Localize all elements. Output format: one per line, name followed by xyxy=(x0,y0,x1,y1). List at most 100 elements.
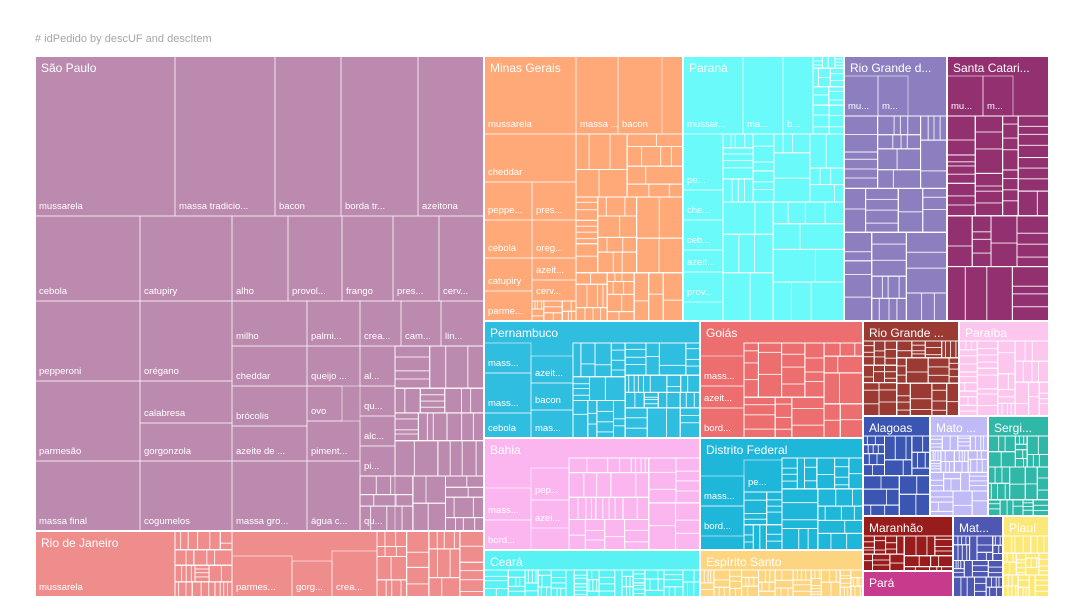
item-label-bahia-2: azei... xyxy=(535,513,560,524)
group-label-espirito-santo: Espírito Santo xyxy=(706,555,782,569)
item-label-sao-paulo-6: catupiry xyxy=(144,286,178,297)
group-minas-gerais[interactable]: Minas Gerais mussarela massa ... bacon chedd… xyxy=(483,56,684,322)
item-label-minas-gerais-5: pres... xyxy=(536,205,562,216)
group-label-ceara: Ceará xyxy=(490,555,523,569)
item-label-sao-paulo-13: orégano xyxy=(144,366,179,377)
group-alagoas[interactable]: Alagoas xyxy=(862,415,931,517)
group-rect-sao-paulo[interactable] xyxy=(35,56,485,532)
item-label-pernambuco-2: mass... xyxy=(488,398,519,409)
item-label-sao-paulo-22: al... xyxy=(364,371,379,382)
item-label-sao-paulo-16: crea... xyxy=(364,331,390,342)
group-label-bahia: Bahia xyxy=(490,443,521,457)
group-label-alagoas: Alagoas xyxy=(869,421,912,435)
group-rio-de-janeiro[interactable]: Rio de Janeiro mussarela parmes... gorg... c… xyxy=(35,530,485,597)
item-label-sao-paulo-30: azeite de ... xyxy=(236,446,285,457)
item-label-distrito-federal-0: pe... xyxy=(748,477,767,488)
item-label-sao-paulo-32: pi... xyxy=(364,461,379,472)
item-label-sao-paulo-0: mussarela xyxy=(39,201,84,212)
group-label-maranhao: Maranhão xyxy=(869,521,923,535)
item-label-minas-gerais-11: parme... xyxy=(488,306,523,317)
item-label-pernambuco-1: azeit... xyxy=(535,368,563,379)
item-label-sao-paulo-18: lin... xyxy=(445,331,462,342)
group-bahia[interactable]: Bahia pep... mass... azei... bord... xyxy=(483,437,701,551)
item-label-sao-paulo-15: palmi... xyxy=(311,331,342,342)
item-label-goias-1: azeit... xyxy=(704,393,732,404)
item-label-sao-paulo-37: qu... xyxy=(364,516,383,527)
group-label-mato: Mato ... xyxy=(936,421,976,435)
group-label-santa-catari: Santa Catari... xyxy=(953,61,1030,75)
item-label-sao-paulo-12: pepperoni xyxy=(39,366,81,377)
group-rect-santa-catari[interactable] xyxy=(946,56,1049,322)
group-label-goias: Goiás xyxy=(706,326,737,340)
item-label-pernambuco-5: mas... xyxy=(535,423,561,434)
item-label-sao-paulo-23: parmesão xyxy=(39,446,81,457)
group-paraiba[interactable]: Paraíba xyxy=(958,320,1049,417)
item-label-sao-paulo-14: milho xyxy=(236,331,259,342)
item-label-minas-gerais-4: peppe... xyxy=(488,205,522,216)
item-label-sao-paulo-34: cogumelos xyxy=(144,516,190,527)
item-label-minas-gerais-7: oreg... xyxy=(536,243,563,254)
item-label-sao-paulo-36: água c... xyxy=(311,516,347,527)
group-rect-bahia[interactable] xyxy=(483,437,701,551)
item-label-goias-2: bord... xyxy=(704,423,731,434)
treemap-chart: São Paulo mussarela massa tradicio... bacon… xyxy=(35,56,1049,597)
group-rect-parana[interactable] xyxy=(682,56,845,322)
item-label-parana-3: pe... xyxy=(687,175,706,186)
group-para[interactable]: Pará xyxy=(862,570,954,597)
item-label-sao-paulo-33: massa final xyxy=(39,516,87,527)
item-label-pernambuco-0: mass... xyxy=(488,358,519,369)
group-label-rio-grande-d: Rio Grande d... xyxy=(850,61,931,75)
group-label-para: Pará xyxy=(869,576,895,590)
item-label-rio-grande-d-0: mu... xyxy=(848,101,869,112)
group-parana[interactable]: Paraná mussar... ma... b... pe... che... ceb..… xyxy=(682,56,845,322)
group-label-mat: Mat... xyxy=(959,521,989,535)
item-label-minas-gerais-0: mussarela xyxy=(488,119,533,130)
item-label-parana-2: b... xyxy=(787,119,800,130)
item-label-pernambuco-3: bacon xyxy=(535,395,561,406)
item-label-sao-paulo-1: massa tradicio... xyxy=(179,201,248,212)
item-label-sao-paulo-17: cam... xyxy=(405,331,431,342)
group-rio-grande[interactable]: Rio Grande ... xyxy=(862,320,960,417)
item-label-bahia-1: mass... xyxy=(488,505,519,516)
item-label-pernambuco-4: cebola xyxy=(488,423,517,434)
item-label-sao-paulo-2: bacon xyxy=(279,201,305,212)
group-rect-para[interactable] xyxy=(862,570,954,597)
item-label-sao-paulo-9: frango xyxy=(346,286,373,297)
group-label-pernambuco: Pernambuco xyxy=(490,326,558,340)
item-label-rio-grande-d-1: m... xyxy=(882,101,898,112)
item-label-parana-1: ma... xyxy=(747,119,768,130)
item-label-minas-gerais-1: massa ... xyxy=(580,119,619,130)
item-label-minas-gerais-9: azeit... xyxy=(536,265,564,276)
item-label-distrito-federal-2: bord... xyxy=(704,521,731,532)
item-label-sao-paulo-35: massa gro... xyxy=(236,516,288,527)
item-label-sao-paulo-3: borda tr... xyxy=(345,201,385,212)
group-label-piaui: Piauí xyxy=(1009,521,1037,535)
item-label-rio-de-janeiro-0: mussarela xyxy=(39,582,84,593)
group-rect-rio-de-janeiro[interactable] xyxy=(35,530,485,597)
item-label-distrito-federal-1: mass... xyxy=(704,491,735,502)
item-label-sao-paulo-10: pres... xyxy=(397,286,423,297)
item-label-parana-0: mussar... xyxy=(687,119,726,130)
item-label-sao-paulo-27: gorgonzola xyxy=(144,446,192,457)
item-label-rio-de-janeiro-1: parmes... xyxy=(236,582,276,593)
item-label-sao-paulo-24: brócolis xyxy=(236,411,269,422)
item-label-minas-gerais-8: catupiry xyxy=(488,276,522,287)
item-label-rio-de-janeiro-2: gorg... xyxy=(296,582,323,593)
item-label-parana-7: prov... xyxy=(687,287,713,298)
group-label-sergi: Sergi... xyxy=(994,421,1032,435)
item-label-parana-5: ceb... xyxy=(687,235,710,246)
group-sao-paulo[interactable]: São Paulo mussarela massa tradicio... bacon… xyxy=(35,56,485,532)
group-label-minas-gerais: Minas Gerais xyxy=(490,61,561,75)
item-label-sao-paulo-19: calabresa xyxy=(144,408,186,419)
item-label-minas-gerais-3: cheddar xyxy=(488,167,522,178)
item-label-bahia-3: bord... xyxy=(488,535,515,546)
group-label-sao-paulo: São Paulo xyxy=(41,61,97,75)
item-label-sao-paulo-11: cerv... xyxy=(443,286,468,297)
group-pernambuco[interactable]: Pernambuco mass... azeit... mass... bacon ceb… xyxy=(483,320,701,439)
item-label-minas-gerais-10: cerv... xyxy=(536,286,561,297)
item-label-rio-de-janeiro-3: crea... xyxy=(336,582,362,593)
group-label-parana: Paraná xyxy=(689,61,728,75)
group-label-paraiba: Paraíba xyxy=(965,326,1007,340)
item-label-sao-paulo-26: qu... xyxy=(364,401,383,412)
group-santa-catari[interactable]: Santa Catari... mu... m... xyxy=(946,56,1049,322)
